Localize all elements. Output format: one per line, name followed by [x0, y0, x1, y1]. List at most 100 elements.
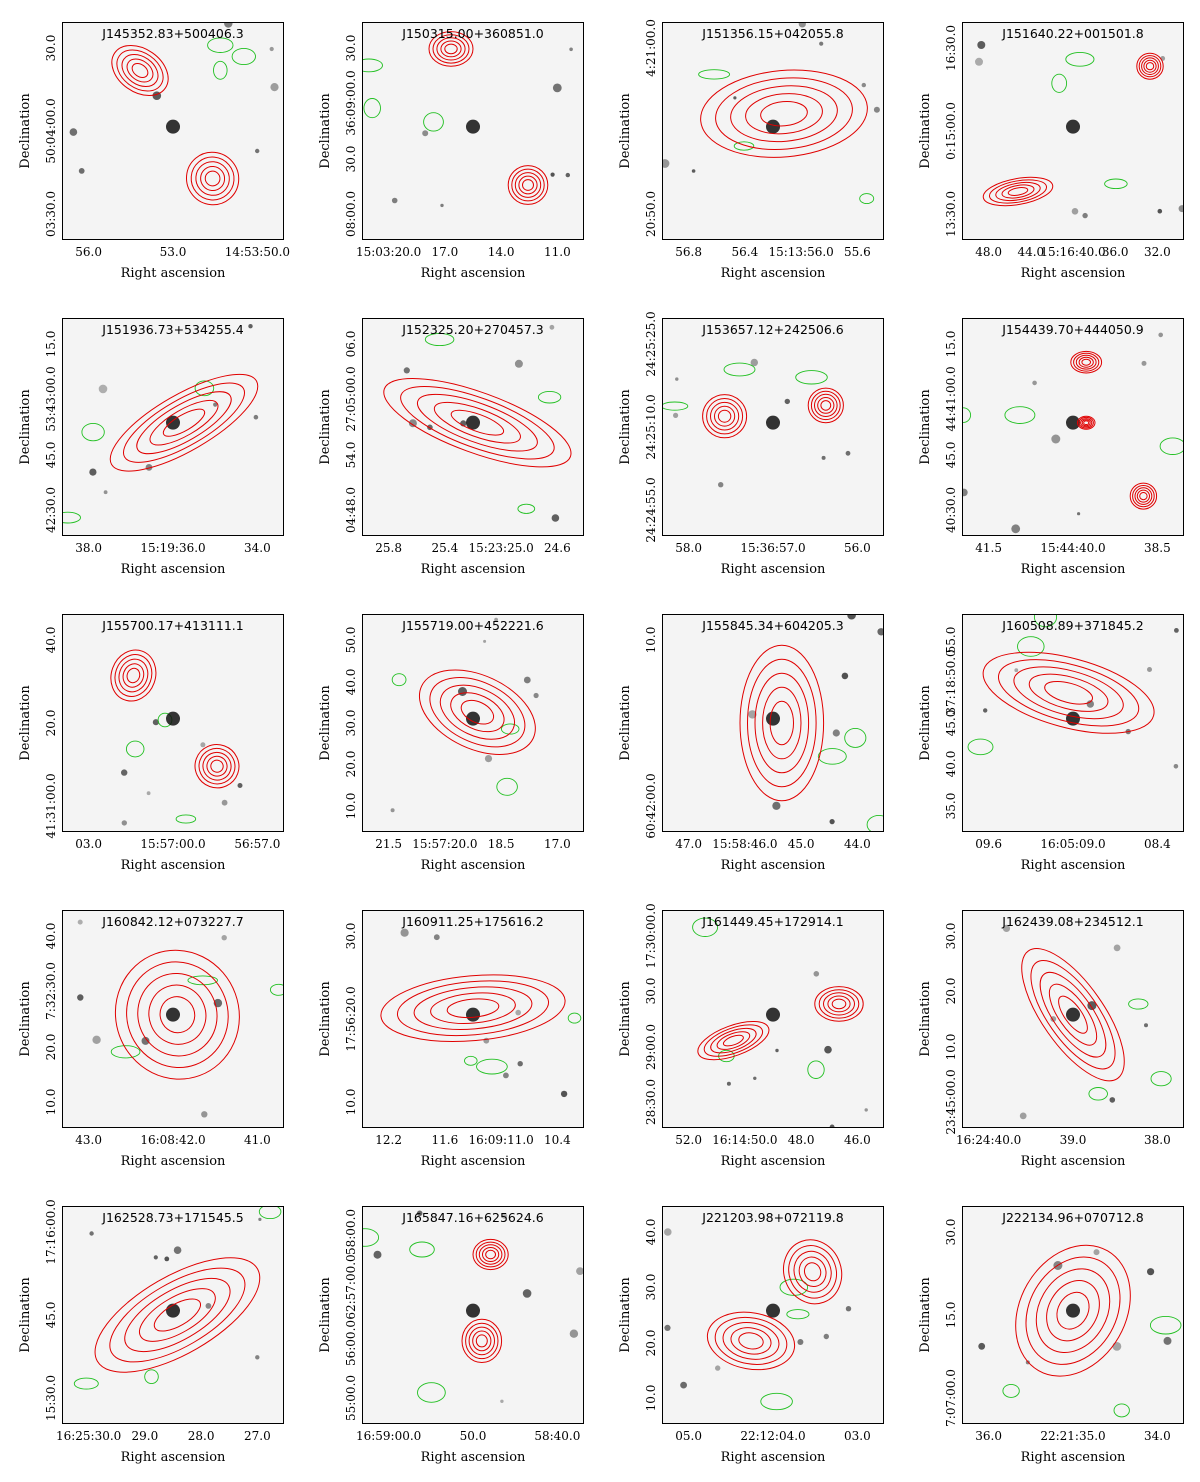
- background-star: [1109, 1097, 1116, 1103]
- radio-contour: [468, 1326, 496, 1356]
- background-star: [503, 1072, 509, 1079]
- image-plot: J155845.34+604205.3: [662, 614, 884, 832]
- radio-contour: [831, 998, 847, 1010]
- green-contour: [733, 141, 755, 151]
- radio-contour: [703, 1024, 764, 1057]
- radio-contour: [745, 93, 823, 135]
- green-contour: [663, 401, 689, 411]
- panel-J145352.83+500406.3: J145352.83+500406.3 56.0 53.0 14:53:50.0 30.…: [0, 0, 300, 296]
- background-star: [483, 639, 487, 643]
- x-tick-label: 36.0: [975, 1429, 1002, 1443]
- radio-contour: [827, 995, 851, 1013]
- y-tick-label: 45.0: [44, 1301, 58, 1329]
- background-star: [77, 994, 84, 1001]
- x-axis-label: Right ascension: [1020, 266, 1126, 281]
- radio-contour: [511, 168, 545, 202]
- x-tick-label: 18.5: [487, 837, 515, 851]
- background-star: [753, 1076, 757, 1080]
- background-star: [829, 819, 835, 825]
- radio-contour: [1056, 1291, 1090, 1330]
- background-star: [569, 47, 573, 52]
- x-tick-label: 50.0: [459, 1429, 487, 1443]
- image-plot: J153657.12+242506.6: [662, 318, 884, 536]
- green-contour: [363, 98, 381, 119]
- background-star: [664, 1228, 672, 1236]
- green-contour: [698, 69, 731, 80]
- y-tick-label: 30.0: [344, 34, 358, 62]
- y-tick-label: 30.0: [644, 978, 658, 1005]
- x-axis-label: Right ascension: [1020, 562, 1126, 577]
- x-axis-label: Right ascension: [420, 858, 526, 873]
- x-tick-label: 55.6: [844, 245, 871, 259]
- background-star: [515, 1009, 521, 1016]
- x-tick-label: 28.0: [187, 1429, 215, 1443]
- radio-contour: [1136, 52, 1164, 80]
- radio-contour: [1141, 57, 1159, 76]
- background-star: [1051, 434, 1061, 444]
- background-star: [715, 1365, 721, 1371]
- x-tick-label: 11.0: [544, 245, 571, 259]
- radio-contour: [433, 401, 521, 444]
- y-tick-label: 10.0: [644, 1384, 658, 1412]
- green-contour: [567, 1012, 582, 1024]
- radio-contour: [1058, 995, 1088, 1034]
- panel-title: J155719.00+452221.6: [402, 618, 544, 633]
- y-tick-label: 50:04:00.0: [44, 98, 58, 164]
- x-tick-label: 56.0: [844, 541, 871, 555]
- background-star: [201, 1111, 208, 1118]
- y-tick-label: 54.0: [344, 441, 358, 468]
- radio-contour: [730, 85, 838, 143]
- green-contour: [258, 1207, 282, 1220]
- background-star: [550, 172, 555, 177]
- radio-contour: [807, 387, 844, 424]
- green-contour: [125, 740, 145, 758]
- green-contour: [144, 1369, 159, 1385]
- x-tick-label: 15:16:40.0: [1040, 245, 1106, 259]
- y-tick-label: 30.0: [44, 34, 58, 62]
- x-tick-label: 15:58:46.0: [712, 837, 778, 851]
- x-tick-label: 24.6: [544, 541, 571, 555]
- green-contour: [231, 47, 256, 66]
- panel-title: J162528.73+171545.5: [102, 1210, 244, 1225]
- x-tick-label: 58.0: [675, 541, 702, 555]
- x-tick-label: 03.0: [844, 1429, 871, 1443]
- background-star: [200, 742, 206, 748]
- x-tick-label: 56:57.0: [234, 837, 281, 851]
- x-tick-label: 15:19:36.0: [140, 541, 206, 555]
- x-tick-label: 56.4: [731, 245, 759, 259]
- panel-J160911.25+175616.2: J160911.25+175616.2 12.2 11.6 16:09:11.0 10.…: [300, 888, 600, 1184]
- green-contour: [795, 370, 828, 385]
- x-tick-label: 48.0: [787, 1133, 815, 1147]
- radio-contour: [803, 1262, 822, 1282]
- host-galaxy: [766, 711, 780, 726]
- y-tick-label: 0:15:00.0: [944, 102, 958, 160]
- background-star: [1174, 628, 1179, 633]
- image-plot: J154439.70+444050.9: [962, 318, 1184, 536]
- x-tick-label: 17.0: [431, 245, 459, 259]
- background-star: [1032, 380, 1037, 386]
- background-star: [877, 628, 883, 636]
- y-tick-label: 41:31:00.0: [44, 773, 58, 839]
- y-tick-label: 45.0: [944, 441, 958, 468]
- background-star: [270, 83, 279, 92]
- background-star: [775, 1048, 779, 1053]
- background-star: [224, 23, 233, 28]
- radio-contour: [195, 161, 230, 196]
- radio-contour: [380, 974, 566, 1042]
- x-tick-label: 41.5: [975, 541, 1002, 555]
- background-star: [797, 1339, 804, 1345]
- x-tick-label: 25.4: [431, 541, 459, 555]
- radio-contour: [706, 398, 744, 435]
- y-axis-label: Declination: [918, 981, 933, 1057]
- green-contour: [1017, 636, 1045, 657]
- green-contour: [517, 503, 536, 514]
- image-plot: J161449.45+172914.1: [662, 910, 884, 1128]
- background-star: [494, 617, 498, 622]
- y-tick-label: 36:09:00.0: [344, 70, 358, 137]
- radio-map: [963, 1207, 1183, 1423]
- background-star: [121, 820, 127, 826]
- radio-contour: [109, 1267, 246, 1363]
- green-contour: [391, 673, 407, 687]
- y-axis-label: Declination: [618, 93, 633, 169]
- y-tick-label: 20.0: [644, 1329, 658, 1356]
